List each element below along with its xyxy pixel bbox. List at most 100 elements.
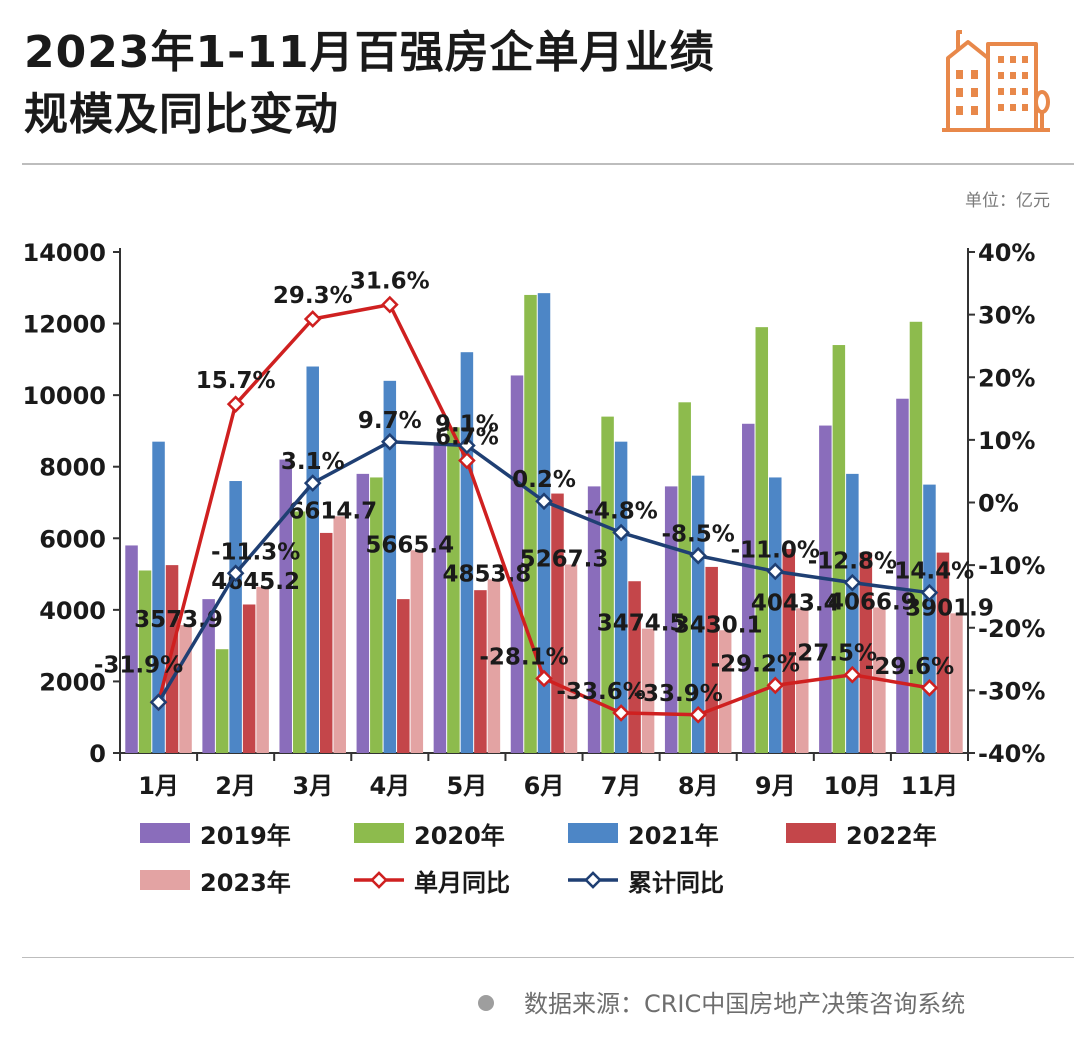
- bar-2023年-8月: [718, 630, 732, 753]
- legend-item-2019: 2019年: [140, 815, 291, 851]
- bar-2023年-11月: [950, 613, 963, 753]
- bar-value-label: 3474.5: [597, 611, 686, 637]
- legend-label-cumulative-yoy: 累计同比: [628, 868, 724, 897]
- point-累计同比-8月: [689, 546, 708, 565]
- x-tick-label: 11月: [901, 772, 958, 800]
- legend-swatch-2023: [140, 870, 190, 890]
- point-累计同比-2月: [226, 564, 245, 583]
- point-累计同比-7月: [612, 523, 630, 542]
- y-tick-label: 4000: [39, 597, 106, 625]
- bar-value-label: 5665.4: [365, 532, 454, 558]
- point-单月同比-7月: [612, 704, 630, 722]
- bar-2022年-8月: [705, 566, 718, 753]
- bar-2019年-8月: [664, 486, 678, 753]
- bar-2023年-5月: [487, 579, 501, 753]
- legend-item-cumulative-yoy: 累计同比: [568, 862, 724, 898]
- bar-2022年-9月: [782, 549, 796, 753]
- point-累计同比-4月: [380, 432, 399, 451]
- line-value-label: -29.6%: [865, 654, 954, 680]
- building-logo-icon: [942, 30, 1050, 132]
- source-note: 数据来源：CRIC中国房地产决策咨询系统: [478, 984, 965, 1019]
- line-value-label: -11.0%: [731, 537, 820, 563]
- y-tick-label: 0: [89, 740, 106, 768]
- bar-2020年-10月: [832, 345, 846, 753]
- point-累计同比-3月: [303, 474, 322, 492]
- legend-line-monthly-yoy: [354, 871, 404, 889]
- point-累计同比-11月: [920, 583, 939, 602]
- bar-2019年-10月: [819, 425, 832, 753]
- bar-2022年-1月: [165, 565, 179, 753]
- y2-tick-label: 40%: [978, 239, 1035, 267]
- line-value-label: -12.8%: [808, 549, 897, 575]
- legend-label-monthly-yoy: 单月同比: [414, 868, 510, 897]
- point-单月同比-2月: [226, 395, 245, 414]
- point-单月同比-3月: [303, 310, 322, 328]
- bar-value-label: 3430.1: [674, 612, 763, 638]
- chart-title: 2023年1-11月百强房企单月业绩 规模及同比变动: [24, 22, 715, 146]
- legend-swatch-2021: [568, 823, 618, 843]
- point-累计同比-9月: [766, 562, 785, 581]
- legend-label-2022: 2022年: [846, 821, 937, 850]
- y2-tick-label: 20%: [978, 364, 1035, 392]
- bar-2022年-11月: [936, 552, 950, 753]
- y2-tick-label: 10%: [978, 427, 1035, 455]
- line-value-label: 6.7%: [435, 425, 499, 451]
- line-value-label: -29.2%: [711, 651, 800, 677]
- bar-2020年-7月: [601, 416, 614, 753]
- bar-2023年-1月: [179, 625, 192, 753]
- bar-2023年-7月: [641, 628, 655, 753]
- bar-2020年-11月: [909, 321, 923, 753]
- bar-2023年-2月: [256, 586, 269, 753]
- point-单月同比-5月: [458, 451, 476, 470]
- bar-2020年-9月: [755, 327, 769, 753]
- point-单月同比-10月: [843, 665, 862, 684]
- line-value-label: -28.1%: [479, 644, 568, 670]
- bar-2022年-4月: [397, 599, 410, 753]
- bar-value-label: 6614.7: [288, 498, 377, 524]
- bar-2023年-3月: [333, 516, 346, 753]
- x-tick-label: 7月: [601, 772, 642, 800]
- point-累计同比-5月: [458, 436, 476, 455]
- bar-2022年-3月: [319, 532, 333, 753]
- legend-label-2020: 2020年: [414, 821, 505, 850]
- legend-item-2020: 2020年: [354, 815, 505, 851]
- bar-2020年-3月: [292, 511, 306, 753]
- legend-swatch-2022: [786, 823, 836, 843]
- bar-2019年-3月: [279, 459, 292, 753]
- line-value-label: -27.5%: [788, 641, 877, 667]
- bar-2023年-4月: [410, 550, 424, 753]
- source-text: 数据来源：CRIC中国房地产决策咨询系统: [524, 990, 966, 1018]
- line-value-label: -8.5%: [662, 522, 735, 548]
- x-tick-label: 9月: [755, 772, 796, 800]
- line-value-label: -14.4%: [885, 559, 974, 585]
- point-累计同比-1月: [149, 693, 168, 712]
- bar-2019年-4月: [356, 473, 370, 753]
- bar-2021年-8月: [691, 475, 705, 753]
- line-value-label: 3.1%: [281, 449, 345, 475]
- y-tick-label: 12000: [23, 311, 107, 339]
- footer-divider: [22, 957, 1074, 958]
- y-tick-label: 6000: [39, 525, 106, 553]
- legend-swatch-2020: [354, 823, 404, 843]
- bar-2020年-5月: [447, 427, 460, 753]
- chart-title-line-2: 规模及同比变动: [24, 89, 339, 140]
- line-value-label: 9.7%: [358, 408, 422, 434]
- bar-2020年-8月: [678, 402, 691, 753]
- y2-tick-label: -40%: [978, 740, 1045, 768]
- x-tick-label: 1月: [138, 772, 179, 800]
- line-value-label: -31.9%: [94, 652, 183, 678]
- legend-line-cumulative-yoy: [568, 871, 618, 889]
- legend-label-2023: 2023年: [200, 868, 291, 897]
- legend-swatch-2019: [140, 823, 190, 843]
- point-单月同比-8月: [689, 705, 708, 724]
- legend-item-2022: 2022年: [786, 815, 937, 851]
- bar-2019年-7月: [587, 486, 601, 753]
- bar-2021年-6月: [537, 293, 551, 753]
- combo-chart: 0 2000 4000 6000 8000 10000 12000 14000 -40% -30%…: [23, 239, 1046, 800]
- legend-item-monthly-yoy: 单月同比: [354, 862, 510, 898]
- legend-label-2021: 2021年: [628, 821, 719, 850]
- y-tick-label: 14000: [23, 239, 107, 267]
- x-tick-label: 4月: [369, 772, 410, 800]
- bar-2020年-6月: [524, 294, 537, 753]
- point-单月同比-11月: [920, 679, 939, 697]
